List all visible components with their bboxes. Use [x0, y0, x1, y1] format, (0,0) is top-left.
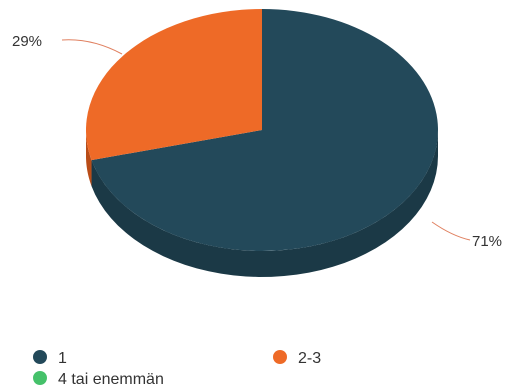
- slice-label-2-3: 29%: [12, 33, 42, 50]
- legend-swatch-2-3[interactable]: [273, 350, 287, 364]
- slice-label-1: 71%: [472, 233, 502, 250]
- legend-swatch-1[interactable]: [33, 350, 47, 364]
- leader-line-2-3: [61, 39, 123, 55]
- leader-line-1: [431, 221, 471, 241]
- pie-slice-2-3[interactable]: [86, 9, 262, 161]
- legend-label-1: 1: [58, 350, 67, 367]
- legend-swatch-4-tai-enemman[interactable]: [33, 371, 47, 385]
- legend: 1 2-3 4 tai enemmän: [33, 350, 321, 388]
- leader-lines: [61, 39, 471, 241]
- pie-sides: [86, 130, 438, 277]
- legend-label-4-tai-enemman: 4 tai enemmän: [58, 371, 164, 388]
- pie-side-2-3: [86, 130, 92, 187]
- pie-side-1: [91, 130, 438, 277]
- pie-slices: [86, 9, 439, 251]
- pie-slice-1[interactable]: [91, 9, 439, 251]
- legend-label-2-3: 2-3: [298, 350, 321, 367]
